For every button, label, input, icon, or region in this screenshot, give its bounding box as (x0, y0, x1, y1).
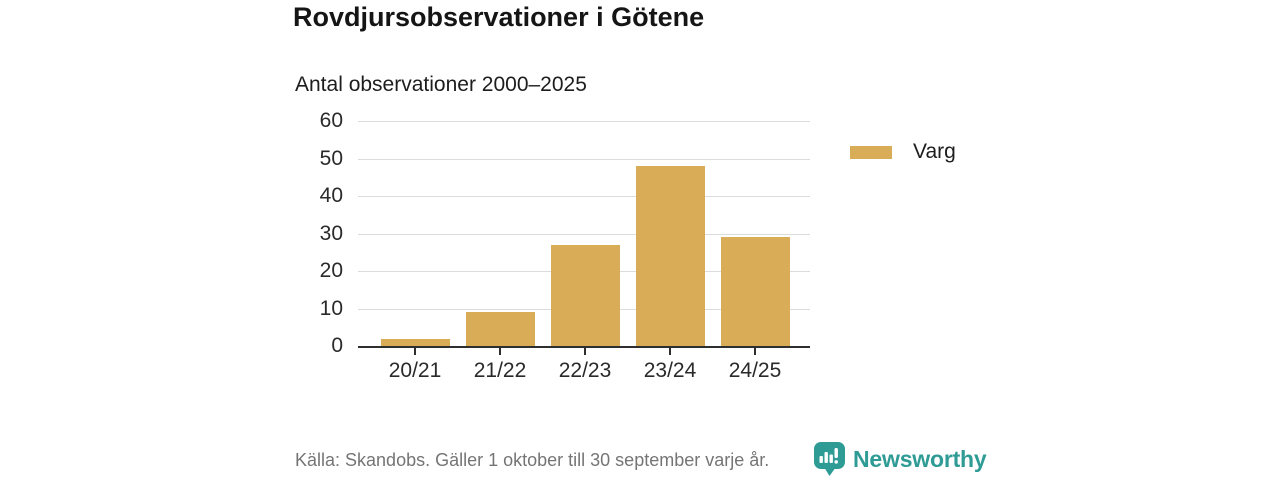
gridline-50 (358, 158, 810, 160)
y-tick-label-30: 30 (319, 221, 343, 245)
newsworthy-wordmark: Newsworthy (853, 446, 987, 472)
page-title: Rovdjursobservationer i Götene (293, 2, 705, 32)
plot-area (358, 121, 810, 348)
y-tick-label-50: 50 (319, 146, 343, 170)
x-tick-label-24/25: 24/25 (728, 359, 782, 382)
legend: Varg (850, 140, 956, 164)
gridline-30 (358, 233, 810, 235)
x-tick-label-23/24: 23/24 (643, 359, 697, 382)
bar-21/22 (465, 312, 535, 346)
gridline-60 (358, 121, 810, 122)
legend-swatch-varg (850, 145, 892, 159)
x-tick-22/23 (584, 348, 586, 355)
bar-23/24 (635, 166, 705, 346)
newsworthy-icon (813, 441, 846, 478)
x-tick-23/24 (669, 348, 671, 355)
x-axis: 20/21 21/22 22/23 23/24 24/25 (358, 346, 810, 391)
y-tick-label-20: 20 (319, 259, 343, 282)
x-tick-label-21/22: 21/22 (473, 359, 527, 382)
y-tick-label-60: 60 (319, 109, 343, 132)
y-tick-label-0: 0 (331, 334, 343, 357)
source-note: Källa: Skandobs. Gäller 1 oktober till 3… (295, 450, 770, 470)
x-tick-24/25 (754, 348, 756, 355)
newsworthy-logo: Newsworthy (813, 441, 987, 478)
legend-label: Varg (913, 140, 956, 163)
x-tick-label-20/21: 20/21 (388, 359, 442, 382)
bar-24/25 (720, 237, 790, 346)
y-tick-label-40: 40 (319, 184, 343, 207)
x-tick-label-22/23: 22/23 (558, 359, 612, 382)
y-tick-label-10: 10 (319, 296, 343, 320)
bar-22/23 (550, 244, 620, 346)
x-tick-21/22 (499, 348, 501, 355)
bar-20/21 (380, 338, 450, 346)
gridline-40 (358, 196, 810, 197)
chart-subtitle: Antal observationer 2000–2025 (295, 73, 587, 96)
x-tick-20/21 (414, 348, 416, 355)
